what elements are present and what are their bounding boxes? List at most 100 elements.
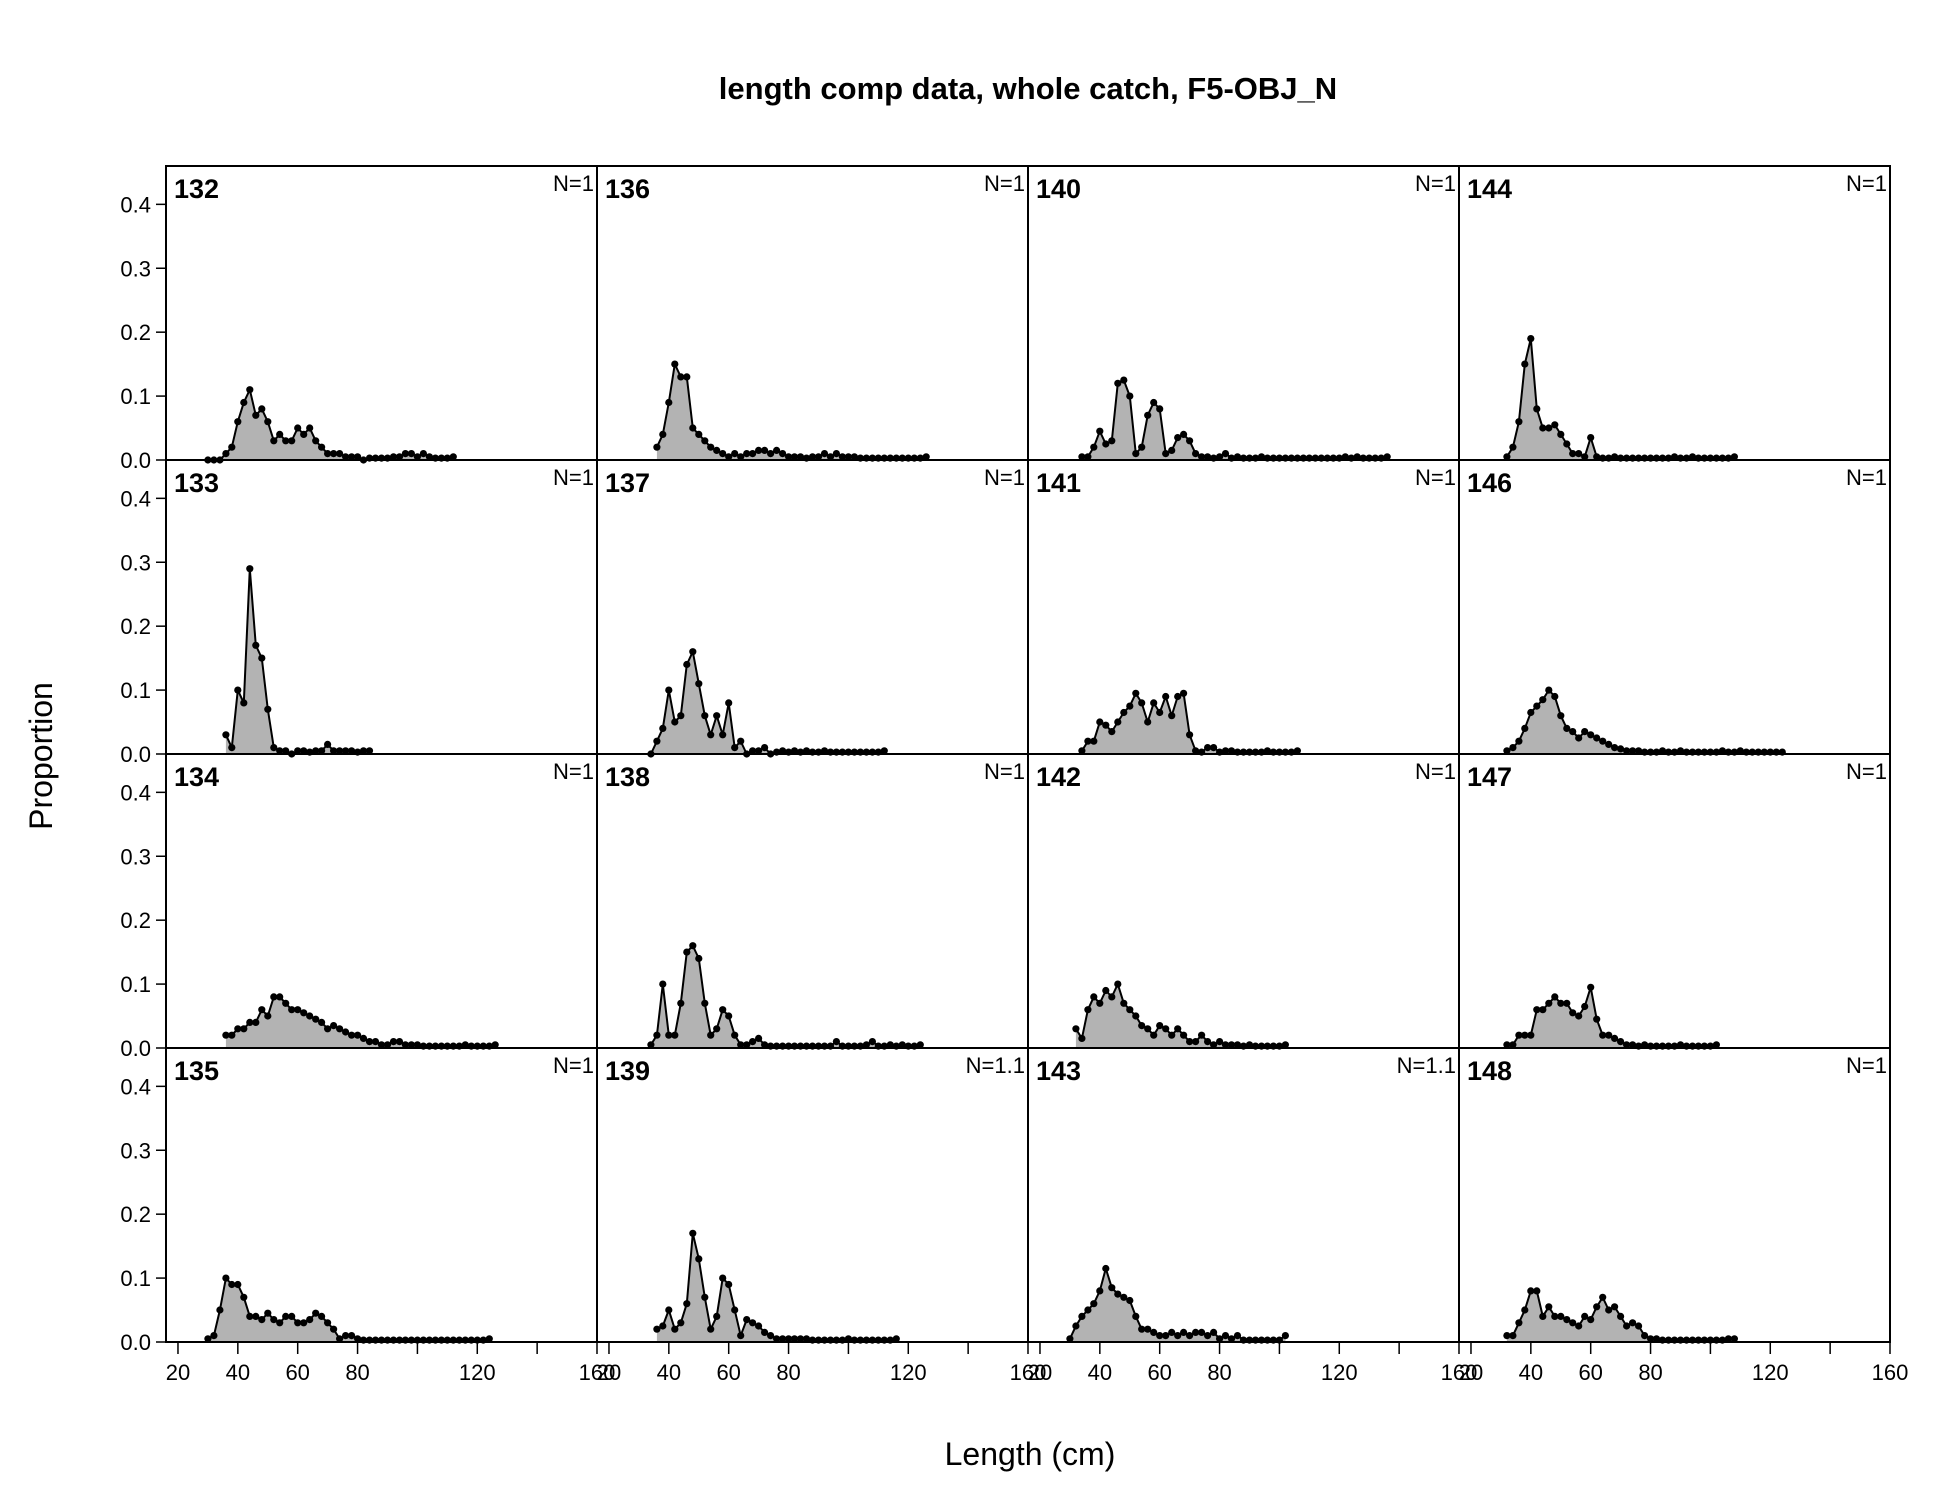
data-point <box>342 453 350 461</box>
panel-label-132: 132 <box>174 174 219 204</box>
data-point <box>324 1025 332 1033</box>
x-axis-title: Length (cm) <box>945 1436 1116 1472</box>
data-point <box>1545 999 1553 1007</box>
data-point <box>1156 708 1164 717</box>
y-tick-label: 0.2 <box>120 614 151 639</box>
data-point <box>707 1325 715 1333</box>
panel-label-136: 136 <box>605 174 650 204</box>
data-point <box>1126 392 1134 400</box>
n-label-147: N=1 <box>1846 759 1887 784</box>
panel-label-134: 134 <box>174 762 219 792</box>
area-fill-141 <box>1081 693 1298 754</box>
area-fill-137 <box>650 651 885 754</box>
data-point <box>461 1041 469 1049</box>
data-point <box>449 453 457 461</box>
data-point <box>1575 734 1583 742</box>
data-point <box>755 1034 763 1042</box>
data-point <box>1114 980 1122 988</box>
x-tick-label: 80 <box>1638 1360 1662 1385</box>
data-point <box>1676 1041 1685 1049</box>
data-point <box>898 1041 906 1049</box>
data-point <box>1527 1031 1535 1039</box>
data-point <box>294 1006 302 1014</box>
data-point <box>1168 446 1176 454</box>
data-point <box>707 443 715 451</box>
data-point <box>312 1309 320 1317</box>
data-point <box>1108 437 1116 445</box>
data-point <box>222 1031 230 1039</box>
panel-label-141: 141 <box>1036 468 1081 498</box>
data-point <box>761 1041 769 1049</box>
data-point <box>1539 424 1547 432</box>
data-point <box>234 1280 242 1289</box>
data-point <box>779 1335 787 1343</box>
data-point <box>671 718 679 726</box>
data-point <box>318 747 326 755</box>
data-point <box>1221 450 1230 458</box>
data-point <box>1587 983 1595 991</box>
data-point <box>365 1038 374 1046</box>
data-point <box>258 1316 266 1324</box>
data-point <box>1126 702 1134 710</box>
y-tick-label: 0.1 <box>120 972 151 997</box>
y-axis-title: Proportion <box>23 682 59 830</box>
x-tick-label: 60 <box>716 1360 740 1385</box>
data-point <box>790 1335 799 1343</box>
data-point <box>743 1316 751 1324</box>
data-point <box>1180 689 1188 697</box>
data-point <box>1108 993 1116 1001</box>
data-point <box>240 398 248 407</box>
data-point <box>1599 1293 1607 1301</box>
data-point <box>1617 1038 1625 1046</box>
data-point <box>1150 1328 1158 1336</box>
data-point <box>1096 999 1104 1007</box>
data-point <box>725 453 733 461</box>
panel-label-144: 144 <box>1467 174 1512 204</box>
data-point <box>216 1306 224 1314</box>
data-point <box>240 1025 248 1033</box>
data-point <box>719 1274 727 1282</box>
data-point <box>264 705 272 713</box>
data-point <box>1192 1328 1200 1336</box>
data-point <box>1605 740 1613 749</box>
data-point <box>1221 747 1230 755</box>
x-tick-label: 160 <box>1872 1360 1909 1385</box>
data-point <box>1569 728 1577 736</box>
data-point <box>1515 1319 1523 1327</box>
data-point <box>713 1312 721 1320</box>
data-point <box>1084 453 1092 461</box>
data-point <box>1090 443 1098 451</box>
data-point <box>1383 453 1391 461</box>
data-point <box>1551 421 1559 429</box>
data-point <box>1539 1312 1547 1320</box>
data-point <box>383 1041 392 1049</box>
data-point <box>1102 440 1110 448</box>
y-tick-label: 0.3 <box>120 256 151 281</box>
data-point <box>324 740 332 749</box>
data-point <box>761 446 769 454</box>
data-point <box>222 1274 230 1282</box>
data-point <box>228 1031 236 1039</box>
data-point <box>300 747 308 755</box>
data-point <box>1503 453 1511 461</box>
data-point <box>1521 1031 1529 1039</box>
data-point <box>1623 747 1631 755</box>
data-point <box>761 744 769 752</box>
data-point <box>491 1041 499 1049</box>
data-point <box>1629 1041 1637 1049</box>
data-point <box>1162 1025 1170 1033</box>
x-tick-label: 80 <box>776 1360 800 1385</box>
data-point <box>689 942 697 950</box>
data-point <box>371 1038 380 1046</box>
data-point <box>300 1009 308 1017</box>
data-point <box>1186 437 1194 445</box>
data-point <box>1545 686 1553 694</box>
data-point <box>1569 1009 1577 1017</box>
data-point <box>683 373 691 381</box>
data-point <box>1658 747 1667 755</box>
data-point <box>749 450 757 458</box>
data-point <box>413 1041 421 1049</box>
data-point <box>1670 453 1679 461</box>
data-point <box>270 744 278 752</box>
